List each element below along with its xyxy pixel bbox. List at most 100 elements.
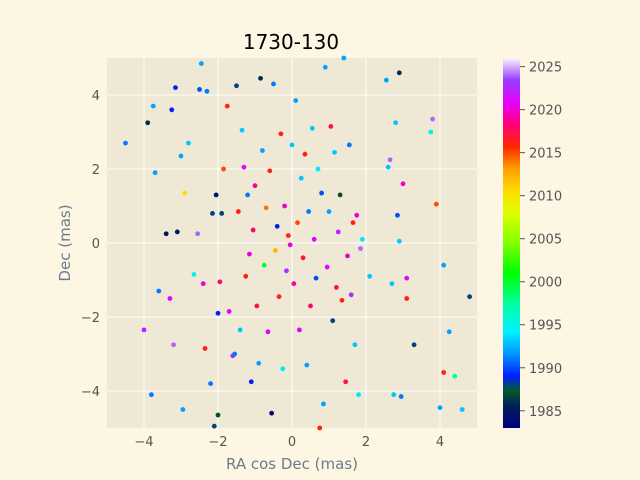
data-point	[352, 342, 358, 348]
data-point	[178, 153, 184, 159]
data-point	[441, 370, 447, 375]
data-point	[213, 192, 219, 198]
data-point	[322, 64, 328, 70]
data-point	[300, 255, 306, 261]
colorbar-tick-label: 2025	[529, 61, 562, 76]
data-point	[383, 77, 389, 83]
data-point	[263, 205, 269, 211]
data-point	[332, 149, 337, 155]
data-point	[237, 327, 243, 333]
data-point	[195, 231, 201, 237]
data-point	[326, 209, 332, 214]
data-point	[217, 279, 223, 285]
data-point	[315, 166, 321, 172]
data-point	[284, 268, 289, 274]
data-point	[433, 201, 439, 207]
data-point	[324, 264, 330, 270]
data-point	[173, 85, 178, 90]
data-point	[141, 327, 147, 333]
data-point	[224, 103, 230, 109]
data-point	[278, 131, 284, 137]
data-point	[367, 273, 373, 279]
colorbar-tick-label: 2005	[529, 233, 562, 248]
data-point	[359, 236, 365, 242]
data-point	[248, 379, 254, 385]
data-point	[343, 379, 349, 385]
data-point	[180, 407, 186, 412]
data-point	[156, 288, 162, 294]
data-point	[335, 229, 341, 235]
data-point	[202, 346, 208, 351]
data-point	[393, 120, 398, 126]
data-point	[152, 170, 158, 176]
data-point	[182, 190, 188, 196]
data-point	[123, 140, 128, 146]
data-point	[289, 142, 295, 148]
y-tick-label: −2	[81, 311, 100, 326]
data-point	[208, 381, 214, 386]
data-point	[396, 238, 402, 244]
data-point	[169, 107, 175, 113]
colorbar-tick-label: 2020	[529, 104, 562, 119]
data-point	[298, 175, 304, 181]
data-point	[215, 310, 221, 316]
data-point	[171, 342, 177, 348]
data-point	[215, 412, 221, 418]
y-tick-label: 0	[92, 237, 100, 252]
y-tick-labels: −4 −2 0 2 4	[81, 89, 100, 400]
data-point	[400, 181, 406, 187]
colorbar-tick-label: 1990	[529, 362, 562, 377]
data-point	[387, 157, 393, 163]
data-point	[293, 98, 299, 103]
data-point	[241, 164, 247, 170]
data-point	[252, 183, 258, 189]
x-tick-label: −2	[208, 435, 227, 450]
data-point	[145, 120, 151, 126]
data-point	[354, 212, 360, 218]
data-point	[304, 362, 310, 368]
data-point	[319, 190, 324, 196]
data-point	[276, 294, 282, 300]
data-point	[321, 401, 326, 407]
data-point	[297, 327, 302, 333]
data-point	[274, 223, 280, 229]
data-point	[345, 253, 350, 259]
x-axis-label: RA cos Dec (mas)	[226, 455, 358, 473]
data-point	[197, 87, 202, 92]
data-point	[309, 125, 315, 131]
data-point	[313, 275, 319, 281]
data-point	[210, 211, 215, 216]
data-point	[430, 116, 435, 122]
x-tick-label: 0	[288, 435, 296, 450]
data-point	[261, 262, 267, 268]
x-tick-label: −4	[134, 435, 153, 450]
data-point	[311, 236, 317, 242]
data-point	[250, 227, 256, 233]
data-point	[260, 148, 265, 153]
colorbar-tick-labels: 1985 1990 1995 2000 2005 2010 2015 2020 2025	[520, 61, 562, 420]
data-point	[404, 275, 410, 281]
data-point	[200, 281, 206, 287]
data-point	[265, 329, 271, 335]
data-point	[280, 366, 286, 372]
data-point	[395, 212, 400, 218]
data-point	[317, 425, 323, 431]
data-point	[267, 168, 273, 174]
data-point	[174, 229, 180, 235]
y-axis-label: Dec (mas)	[56, 204, 74, 281]
data-point	[328, 124, 334, 129]
data-point	[341, 55, 347, 61]
data-point	[269, 410, 275, 416]
data-point	[404, 296, 410, 301]
data-point	[346, 142, 352, 148]
data-point	[191, 272, 197, 277]
data-point	[389, 281, 395, 287]
data-point	[358, 246, 363, 251]
data-point	[211, 423, 217, 429]
data-point	[385, 164, 391, 170]
data-point	[350, 220, 356, 226]
data-point	[285, 233, 291, 239]
data-point	[254, 303, 260, 309]
data-point	[235, 209, 241, 214]
